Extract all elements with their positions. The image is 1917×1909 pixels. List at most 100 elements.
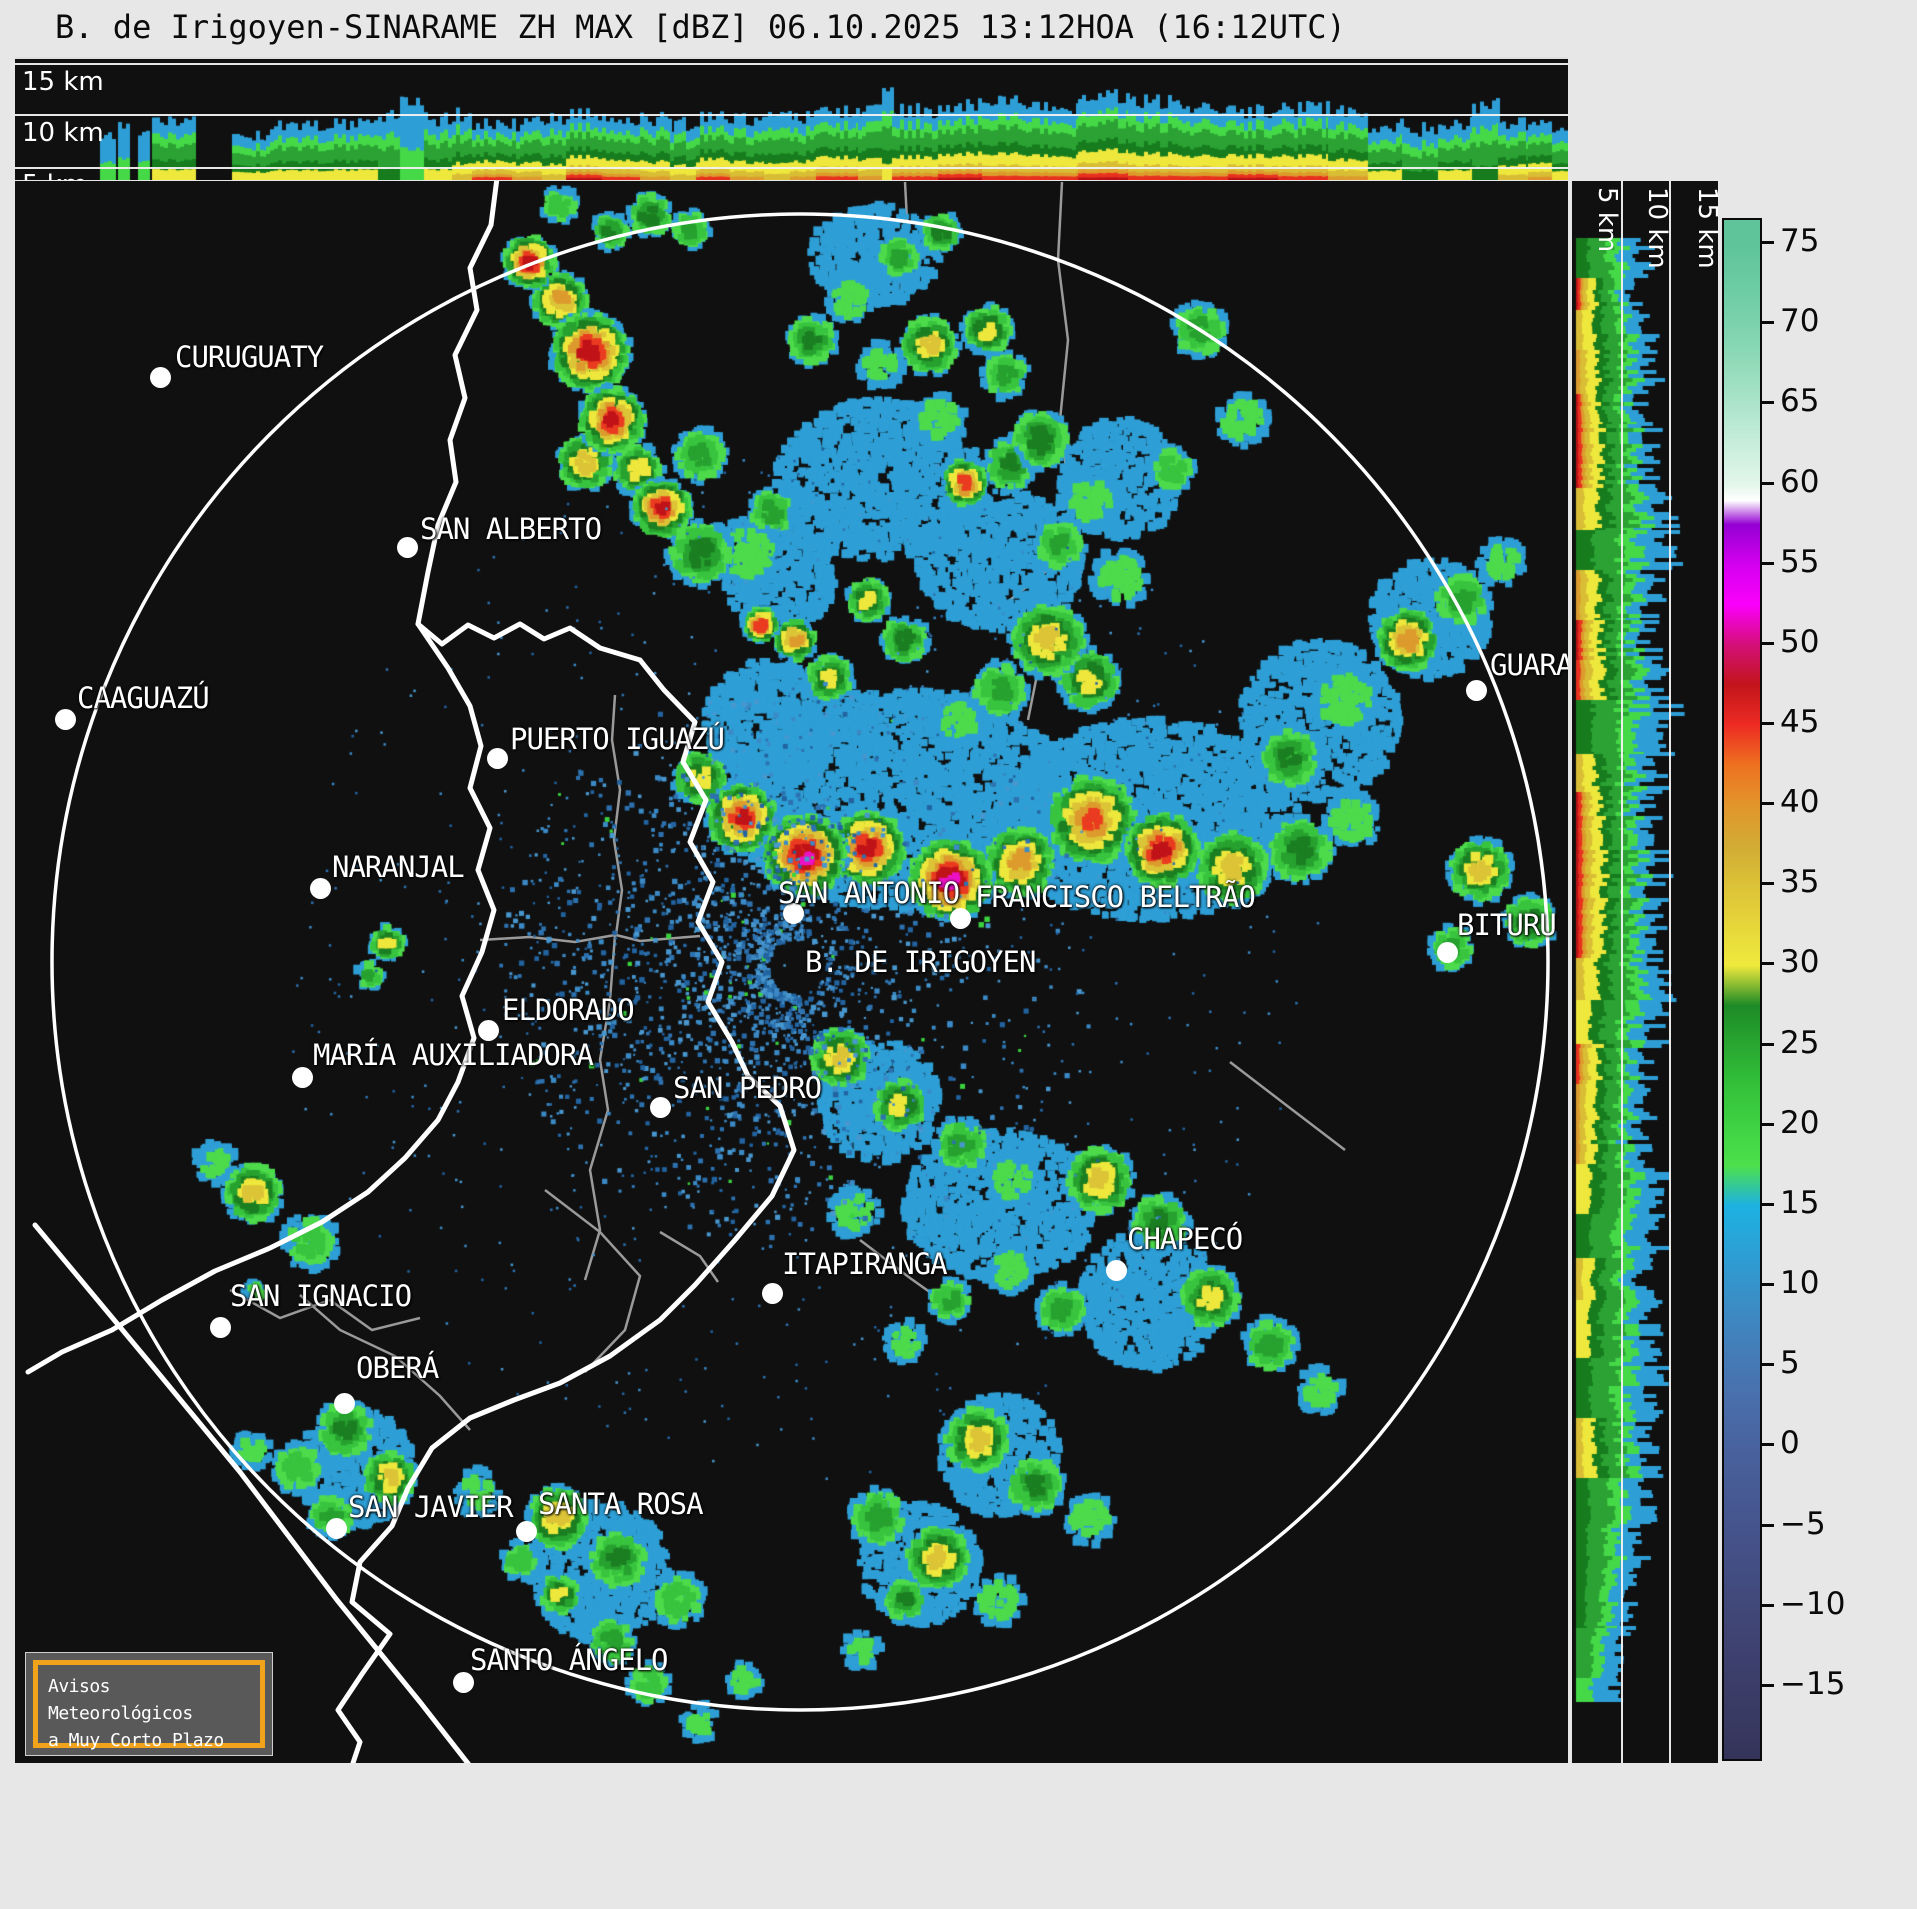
river-line — [335, 657, 797, 1763]
city-dot — [210, 1317, 231, 1338]
city-label: SAN ALBERTO — [420, 512, 602, 546]
city-label: BITURU — [1457, 908, 1557, 942]
colorbar-tick-mark — [1760, 1683, 1774, 1687]
colorbar-tick-mark — [1760, 641, 1774, 645]
colorbar-tick-label: 40 — [1780, 784, 1820, 821]
gridline-10km-vertical — [1669, 181, 1671, 1763]
city-dot — [1466, 680, 1487, 701]
gridline-15km — [15, 63, 1568, 65]
city-dot — [326, 1518, 347, 1539]
colorbar-tick-label: −15 — [1780, 1665, 1846, 1702]
page-title: B. de Irigoyen-SINARAME ZH MAX [dBZ] 06.… — [55, 8, 1346, 46]
colorbar-tick-mark — [1760, 882, 1774, 886]
radar-map-panel: CURUGUATY SAN ALBERTO CAAGUAZÚ PUERTO IGUAZ… — [15, 181, 1568, 1763]
colorbar-tick-mark — [1760, 321, 1774, 325]
colorbar-tick-mark — [1760, 721, 1774, 725]
city-dot — [292, 1067, 313, 1088]
city-label: CHAPECÓ — [1127, 1222, 1243, 1256]
city-label: CURUGUATY — [175, 340, 324, 374]
altitude-label-v-15km: 15 km — [1692, 187, 1718, 269]
city-dot — [487, 748, 508, 769]
city-dot — [650, 1097, 671, 1118]
colorbar-tick-mark — [1760, 1042, 1774, 1046]
warning-line-2: a Muy Corto Plazo — [48, 1730, 224, 1751]
city-label: SAN ANTONIO — [778, 876, 960, 910]
side-cross-section-panel: 5 km 10 km 15 km — [1572, 181, 1718, 1763]
colorbar-tick-mark — [1760, 241, 1774, 245]
colorbar-tick-label: 75 — [1780, 223, 1820, 260]
colorbar-tick-label: 5 — [1780, 1345, 1800, 1382]
colorbar-tick-label: 70 — [1780, 303, 1820, 340]
colorbar-tick-mark — [1760, 1122, 1774, 1126]
city-label: NARANJAL — [332, 850, 465, 884]
city-label: SAN PEDRO — [673, 1071, 822, 1105]
top-cross-section-canvas — [15, 59, 1568, 180]
city-dot — [334, 1393, 355, 1414]
colorbar-tick-mark — [1760, 1523, 1774, 1527]
city-label: PUERTO IGUAZÚ — [510, 722, 725, 756]
colorbar-tick-label: 45 — [1780, 703, 1820, 740]
river-line — [415, 621, 643, 663]
colorbar-tick-label: 25 — [1780, 1024, 1820, 1061]
colorbar-tick-label: 55 — [1780, 543, 1820, 580]
city-label: FRANCISCO BELTRÃO — [975, 880, 1256, 914]
city-label: MARÍA AUXILIADORA — [313, 1038, 594, 1072]
city-label: ELDORADO — [502, 993, 635, 1027]
city-dot — [783, 903, 804, 924]
colorbar-tick-mark — [1760, 802, 1774, 806]
colorbar-tick-mark — [1760, 1443, 1774, 1447]
gridline-10km — [15, 114, 1568, 116]
colorbar-tick-label: 65 — [1780, 383, 1820, 420]
colorbar-tick-label: 30 — [1780, 944, 1820, 981]
city-dot — [150, 367, 171, 388]
city-label: B. DE IRIGOYEN — [805, 945, 1036, 979]
colorbar-tick-mark — [1760, 1283, 1774, 1287]
colorbar-tick-label: 20 — [1780, 1104, 1820, 1141]
top-cross-section-panel: 15 km 10 km 5 km — [15, 57, 1568, 180]
colorbar-tick-label: 15 — [1780, 1184, 1820, 1221]
colorbar-tick-mark — [1760, 481, 1774, 485]
river-line — [32, 1222, 471, 1763]
city-dot — [453, 1672, 474, 1693]
warning-line-1: Avisos Meteorológicos — [48, 1676, 193, 1724]
altitude-label-v-10km: 10 km — [1642, 187, 1672, 269]
colorbar-tick-label: −10 — [1780, 1585, 1846, 1622]
dbz-colorbar — [1722, 218, 1762, 1761]
city-label: OBERÁ — [356, 1351, 439, 1385]
rivers-range-ring-layer — [25, 181, 1550, 1763]
colorbar-tick-label: 50 — [1780, 623, 1820, 660]
side-cross-section-canvas — [1572, 181, 1718, 1763]
city-label: SANTO ÁNGELO — [470, 1643, 669, 1677]
city-label: SANTA ROSA — [538, 1487, 704, 1521]
colorbar-tick-mark — [1760, 1202, 1774, 1206]
colorbar-tick-mark — [1760, 962, 1774, 966]
city-dot — [762, 1283, 783, 1304]
gridline-5km — [15, 167, 1568, 169]
altitude-label-15km: 15 km — [22, 67, 104, 97]
colorbar-tick-label: 35 — [1780, 864, 1820, 901]
colorbar-tick-mark — [1760, 1603, 1774, 1607]
city-label: CAAGUAZÚ — [77, 681, 210, 715]
colorbar-tick-mark — [1760, 401, 1774, 405]
footer: Servicio Meteorológico Nacional Argentin… — [0, 1763, 1917, 1909]
city-label: GUARA — [1490, 648, 1568, 682]
radar-echo-canvas — [15, 181, 1568, 1763]
river-line — [415, 181, 500, 627]
colorbar-tick-mark — [1760, 561, 1774, 565]
gridline-5km-vertical — [1621, 181, 1623, 1763]
city-dot — [950, 908, 971, 929]
city-label: ITAPIRANGA — [782, 1247, 948, 1281]
colorbar-tick-mark — [1760, 1363, 1774, 1367]
city-dot — [397, 537, 418, 558]
altitude-label-v-5km: 5 km — [1592, 187, 1622, 253]
colorbar-tick-label: 10 — [1780, 1265, 1820, 1302]
colorbar-tick-label: 60 — [1780, 463, 1820, 500]
city-dot — [1437, 942, 1458, 963]
warnings-link-box[interactable]: Avisos Meteorológicos a Muy Corto Plazo — [25, 1652, 273, 1756]
colorbar-tick-label: −5 — [1780, 1505, 1826, 1542]
city-dot — [516, 1521, 537, 1542]
warnings-link-text: Avisos Meteorológicos a Muy Corto Plazo — [33, 1660, 265, 1751]
city-label: SAN JAVIER — [348, 1490, 514, 1524]
range-ring — [50, 212, 1550, 1712]
